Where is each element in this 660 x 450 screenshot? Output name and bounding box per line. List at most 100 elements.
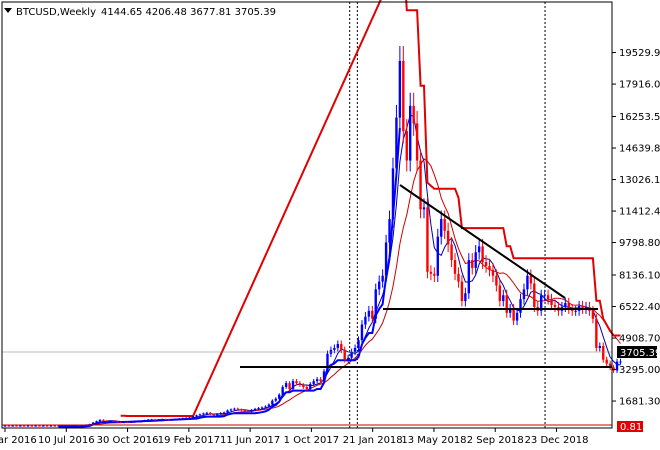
candle-body [398,60,402,118]
candle-body [188,417,191,419]
candle-body [374,289,377,319]
candle-body [353,347,357,352]
symbol-dropdown-icon[interactable] [4,8,12,13]
candle-body [260,407,264,409]
candle-body [229,409,233,411]
candle-body [181,418,184,420]
candle-body [247,410,250,412]
candle-body [477,246,481,253]
descending-trendline [399,184,566,299]
candle-body [381,275,384,282]
candle-body [340,344,343,350]
candle-body [164,419,167,421]
candle-body [57,425,60,427]
candle-body [34,424,37,427]
candle-body [543,295,546,297]
candle-body [3,424,7,427]
candle-body [402,60,405,132]
candle-body [505,295,508,313]
candle-body [122,422,126,424]
candle-body [136,421,140,423]
candle-body [298,383,302,386]
candle-body [91,422,95,425]
candle-body [350,351,353,358]
candle-body [581,305,584,309]
candle-body [171,419,174,421]
candle-body [295,381,298,384]
candle-body [336,344,340,348]
candle-body [426,207,429,272]
candle-body [278,394,281,399]
candle-body [388,219,391,243]
candle-body [288,383,291,389]
candle-body [371,310,374,319]
candle-body [446,230,450,245]
candle-body [233,408,236,410]
candle-body [257,408,260,410]
candle-body [550,299,553,305]
y-tick-label: 9798.80 [619,238,660,249]
candle-body [253,408,257,411]
candle-body [60,425,64,427]
candle-body [405,131,408,161]
candle-body [226,410,229,413]
candle-body [412,105,415,124]
candle-body [574,310,577,312]
candle-body [333,347,336,350]
y-tick-label: 14639.80 [619,144,660,155]
candle-body [529,275,533,284]
candle-body [38,424,41,427]
candle-body [326,353,329,372]
candle-body [415,123,419,161]
candle-body [377,281,381,290]
candle-body [612,367,615,371]
candle-body [481,246,484,263]
candle-body [198,414,202,416]
candle-body [209,412,212,415]
candle-body [22,424,26,427]
candle-body [595,318,598,348]
candle-body [584,306,588,309]
candle-body [243,410,246,412]
candle-body [515,312,519,321]
candle-body [450,244,453,261]
candle-body [15,424,18,427]
candle-body [602,346,605,360]
candle-body [215,413,219,416]
candle-body [184,417,188,419]
candle-body [484,262,488,266]
candle-body [364,316,367,325]
indicator-marker: 0.81 [617,421,643,433]
candle-body [174,419,178,421]
candle-body [53,424,56,427]
candle-body [546,295,550,300]
candle-body [491,269,495,276]
candle-body [284,383,288,387]
x-tick-label: 1 Oct 2017 [284,435,339,446]
candle-body [315,379,319,382]
candle-body [222,412,226,414]
y-tick-label: 17916.00 [619,80,660,91]
candle-body [150,419,153,421]
x-tick-label: 10 Jul 2016 [38,435,95,446]
candle-body [471,260,474,268]
candle-body [591,310,595,319]
candle-body [160,419,164,421]
candle-body [395,117,398,169]
candle-body [512,308,515,321]
candle-body [488,265,491,270]
candle-body [367,310,371,317]
candle-body [302,385,305,387]
candle-body [498,285,502,302]
candle-body [346,357,350,360]
current-price-label: 3705.39 [620,348,660,359]
candle-body [202,413,205,415]
candle-body [236,408,240,410]
candle-body [615,361,619,371]
plot-frame [1,1,613,429]
candle-body [119,422,122,424]
candle-body [429,271,433,274]
y-tick-label: 4908.70 [619,334,660,345]
